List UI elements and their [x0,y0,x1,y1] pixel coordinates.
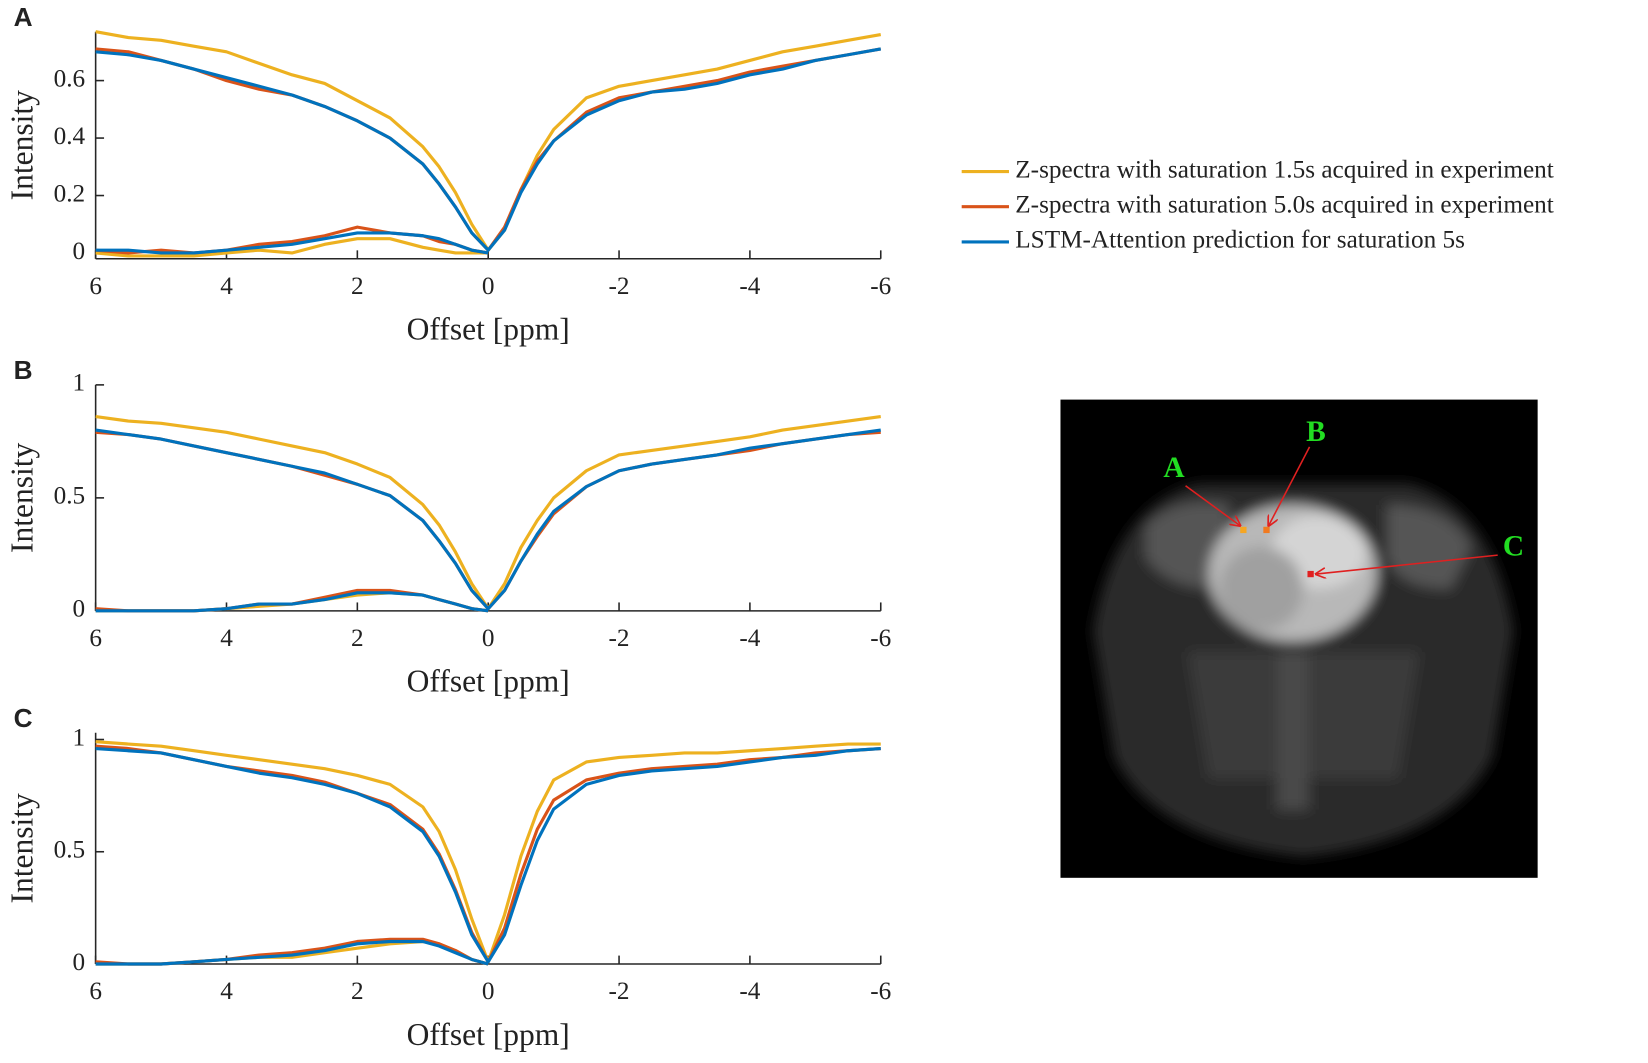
legend-label: Z-spectra with saturation 5.0s acquired … [1015,192,1554,219]
y-axis-label: Intensity [4,442,39,553]
legend-label: LSTM-Attention prediction for saturation… [1015,227,1465,254]
x-tick-label: -4 [739,273,760,300]
series-line [95,430,881,611]
x-tick-label: 4 [220,273,233,300]
roi [1263,526,1270,534]
y-tick-label: 0.4 [54,123,86,150]
image-content [1093,483,1514,857]
series-line [95,746,881,964]
y-tick-label: 0.5 [54,483,86,510]
x-tick-label: -4 [739,625,760,652]
x-tick-label: 2 [351,625,364,652]
series-line [95,588,489,613]
panel-label: A [14,2,33,32]
x-tick-label: -6 [870,978,891,1005]
x-tick-label: 4 [220,978,233,1005]
series-line [95,740,881,964]
x-tick-label: 2 [351,978,364,1005]
y-tick-label: 1 [73,370,86,397]
x-axis-label: Offset [ppm] [407,312,570,347]
roi [1240,526,1247,534]
x-tick-label: -2 [609,273,630,300]
x-tick-label: 0 [482,273,495,300]
x-axis-label: Offset [ppm] [407,1017,570,1052]
y-axis-label: Intensity [4,793,39,904]
roi-label: C [1503,531,1524,563]
arrow [1316,554,1498,574]
x-tick-label: -2 [609,625,630,652]
arrow [1269,446,1311,526]
x-tick-label: -6 [870,625,891,652]
y-tick-label: 0 [73,949,86,976]
x-tick-label: 0 [482,978,495,1005]
y-tick-label: 0.2 [54,180,86,207]
series-line [95,30,882,252]
series-line [95,47,882,252]
x-axis-label: Offset [ppm] [407,664,570,699]
y-tick-label: 0.6 [54,65,86,92]
y-axis-label: Intensity [4,90,39,201]
series-line [95,47,882,252]
series-line [95,237,489,258]
panel-label: C [14,703,33,733]
roi-label: A [1163,452,1185,484]
series-line [95,591,489,613]
series-line [95,744,881,964]
y-tick-label: 0.5 [54,837,86,864]
roi [1307,570,1314,578]
series-line [95,231,489,255]
series-line [95,428,881,611]
x-tick-label: 6 [89,273,102,300]
roi-label: B [1306,416,1326,448]
x-tick-label: 4 [220,625,233,652]
x-tick-label: 0 [482,625,495,652]
arrow [1185,485,1241,526]
x-tick-label: 6 [89,625,102,652]
y-tick-label: 0 [73,596,86,623]
x-tick-label: -6 [870,273,891,300]
x-tick-label: 2 [351,273,364,300]
mri-image: A B C [1060,399,1538,878]
y-tick-label: 1 [73,724,86,751]
x-tick-label: -2 [609,978,630,1005]
series-line [95,939,489,966]
y-tick-label: 0 [73,238,86,265]
x-tick-label: 6 [89,978,102,1005]
panel-label: B [14,355,33,385]
x-tick-label: -4 [739,978,760,1005]
legend-label: Z-spectra with saturation 1.5s acquired … [1015,156,1554,183]
